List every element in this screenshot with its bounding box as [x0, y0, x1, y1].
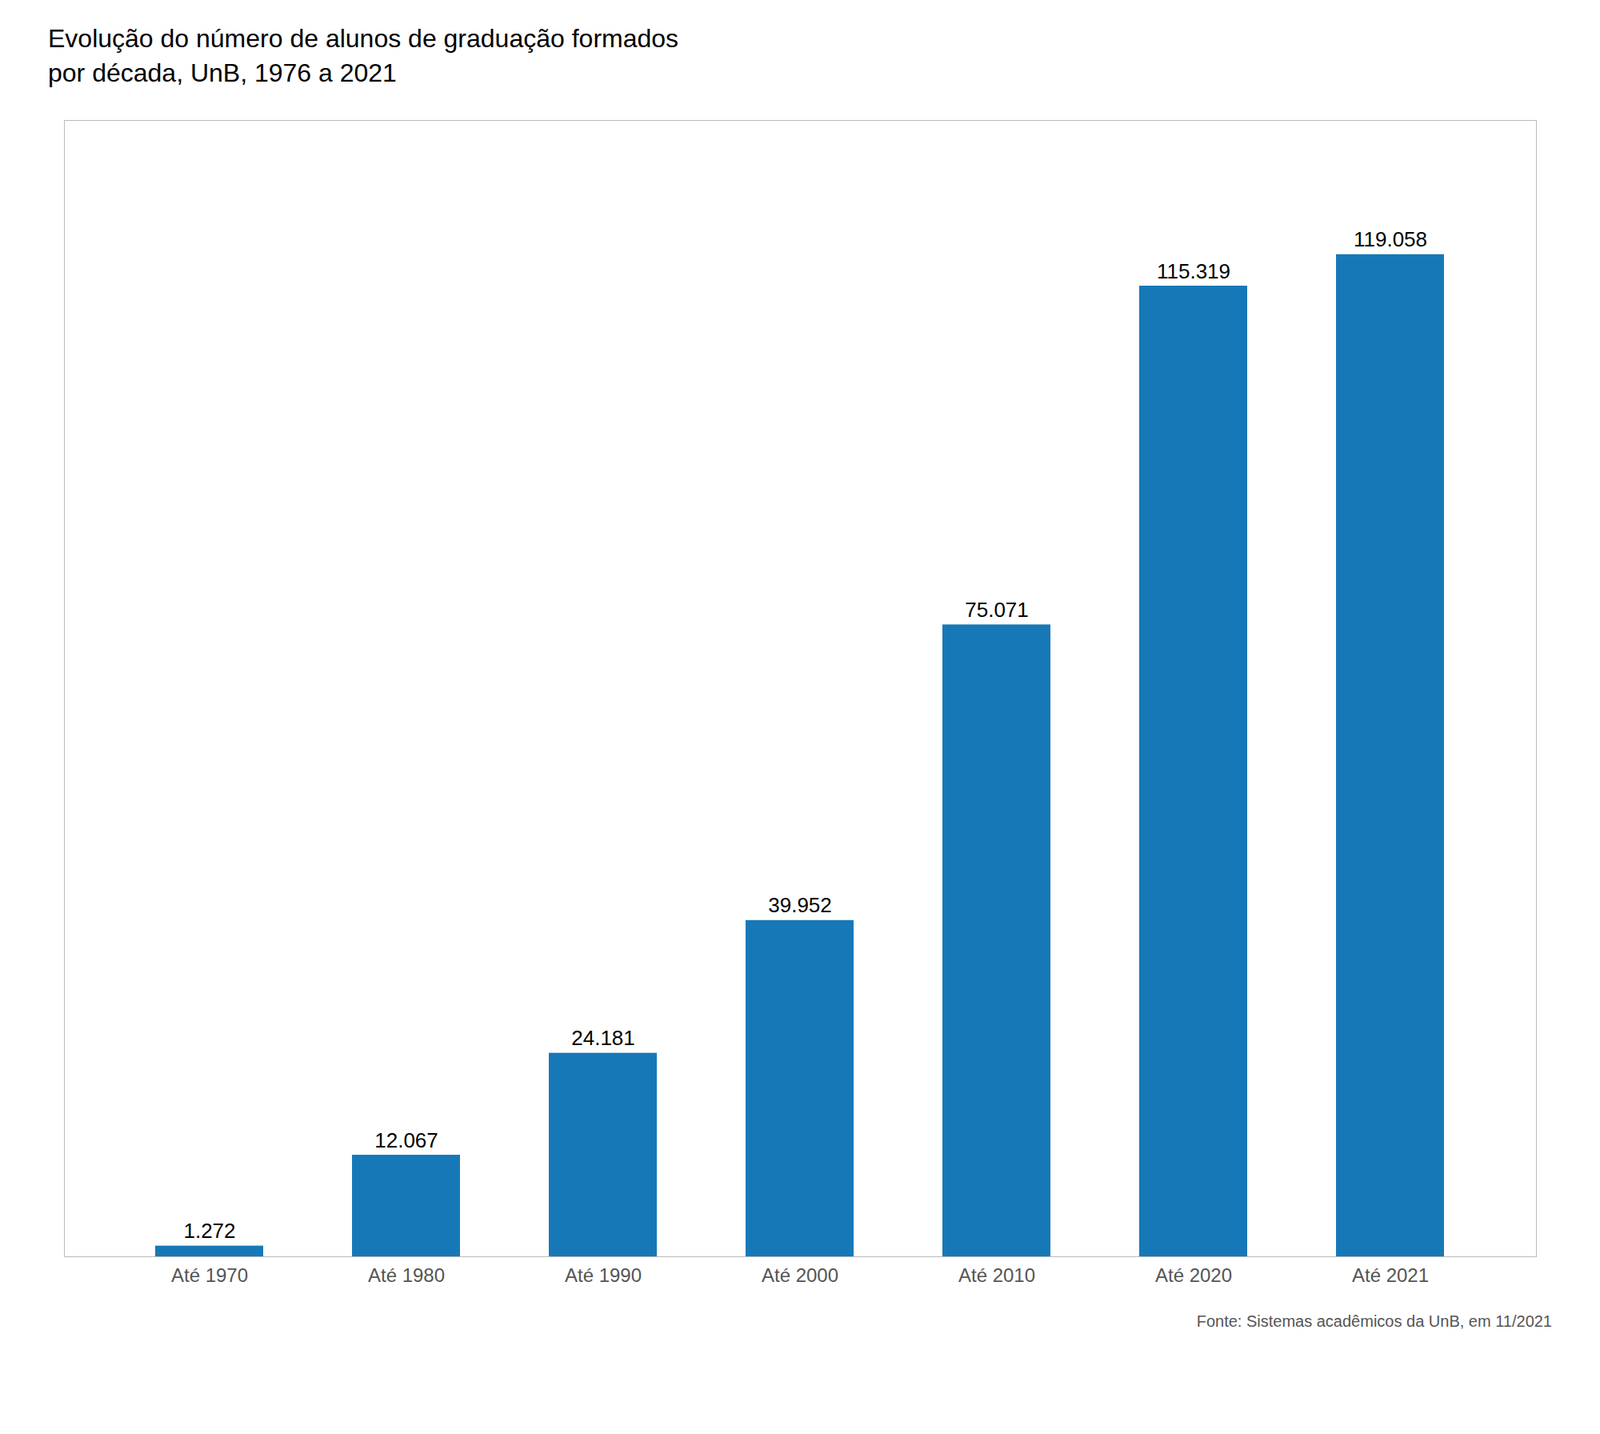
svg-text:119.058: 119.058	[1353, 227, 1428, 252]
svg-text:Até 1970: Até 1970	[171, 1264, 248, 1286]
svg-text:115.319: 115.319	[1156, 259, 1231, 284]
svg-text:Até 2000: Até 2000	[761, 1264, 839, 1286]
svg-text:Até 2021: Até 2021	[1352, 1264, 1429, 1286]
html-text:Fonte: Sistemas acadêmicos da: Fonte: Sistemas acadêmicos da UnB, em 11…	[1196, 1312, 1552, 1330]
html-text:por década, UnB, 1976 a 2021: por década, UnB, 1976 a 2021	[48, 58, 397, 88]
svg-text:Até 1990: Até 1990	[564, 1264, 642, 1286]
svg-text:Até 1980: Até 1980	[368, 1264, 445, 1286]
html-text:Evolução do número de alunos d: Evolução do número de alunos de graduaçã…	[48, 24, 679, 53]
svg-text:Até 2010: Até 2010	[958, 1264, 1036, 1286]
svg-text:75.071: 75.071	[964, 597, 1029, 622]
svg-text:24.181: 24.181	[571, 1025, 636, 1050]
svg-text:12.067: 12.067	[374, 1128, 439, 1152]
svg-text:Até 2020: Até 2020	[1155, 1264, 1232, 1286]
svg-text:1.272: 1.272	[183, 1218, 236, 1243]
svg-text:39.952: 39.952	[768, 892, 832, 917]
